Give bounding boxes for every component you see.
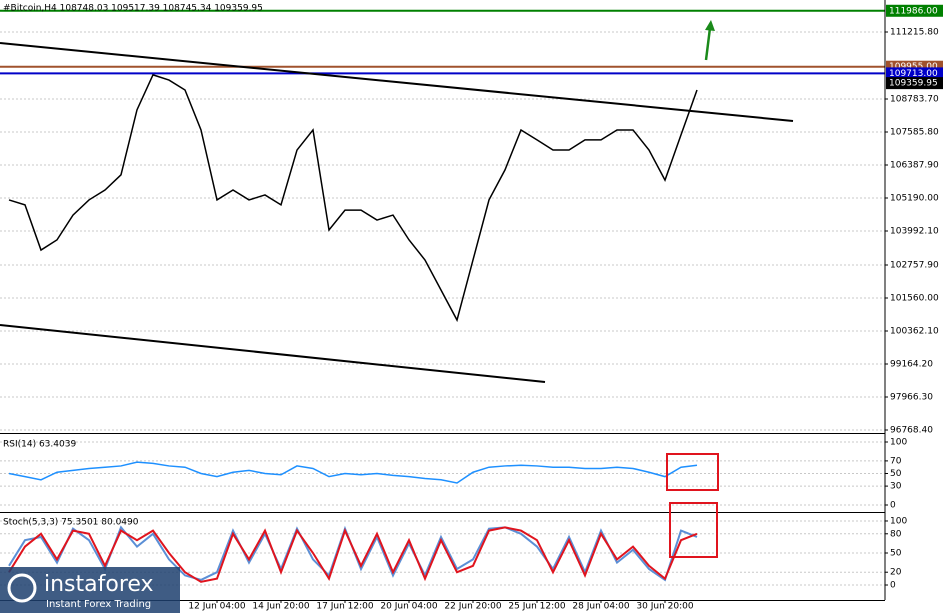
series-line bbox=[8, 526, 698, 583]
y-tick-label: 0 bbox=[890, 581, 896, 591]
logo-box bbox=[0, 567, 180, 613]
y-tick-label: 96768.40 bbox=[890, 425, 933, 435]
y-tick-label: 99164.20 bbox=[890, 359, 933, 369]
x-tick-label: 20 Jun 04:00 bbox=[380, 602, 437, 612]
plot-layer: 111215.80 108783.70 107585.80 106387.90 1051… bbox=[0, 4, 943, 612]
y-tick-label: 20 bbox=[890, 568, 902, 578]
y-tick-label: 80 bbox=[890, 529, 902, 539]
y-tick-label: 30 bbox=[890, 482, 902, 492]
level-label: 109713.00 bbox=[889, 69, 938, 79]
pane-title: #Bitcoin,H4 108748.03 109517.39 108745.3… bbox=[3, 4, 263, 14]
level-label-box bbox=[886, 77, 943, 90]
level-label: 111986.00 bbox=[889, 6, 938, 16]
x-tick-label: 17 Jun 12:00 bbox=[316, 602, 373, 612]
level-label-box bbox=[886, 67, 943, 80]
level-label: 109359.95 bbox=[889, 79, 938, 89]
arrow bbox=[704, 27, 712, 61]
y-tick-label: 100 bbox=[890, 516, 907, 526]
logo-brand: instaforex bbox=[44, 572, 154, 597]
y-tick-label: 101560.00 bbox=[890, 293, 939, 303]
y-tick-label: 105190.00 bbox=[890, 193, 939, 203]
x-tick-label: 25 Jun 12:00 bbox=[508, 602, 565, 612]
x-tick-label: 12 Jun 04:00 bbox=[188, 602, 245, 612]
y-tick-label: 100 bbox=[890, 437, 907, 447]
trend-line bbox=[0, 324, 546, 383]
x-tick-label: 14 Jun 20:00 bbox=[252, 602, 309, 612]
x-tick-label: 22 Jun 20:00 bbox=[444, 602, 501, 612]
level-label: 109955.00 bbox=[889, 62, 938, 72]
y-tick-label: 108783.70 bbox=[890, 94, 939, 104]
series-line bbox=[8, 73, 698, 323]
pane-title: Stoch(5,3,3) 75.3501 80.0490 bbox=[3, 518, 139, 528]
logo-icon bbox=[7, 573, 37, 603]
y-tick-label: 0 bbox=[890, 501, 896, 511]
logo-tagline: Instant Forex Trading bbox=[46, 599, 151, 610]
y-tick-label: 102757.90 bbox=[890, 260, 939, 270]
y-tick-label: 103992.10 bbox=[890, 226, 939, 236]
x-tick-label: 28 Jun 04:00 bbox=[572, 602, 629, 612]
y-tick-label: 107585.80 bbox=[890, 127, 939, 137]
y-tick-label: 70 bbox=[890, 456, 902, 466]
y-tick-label: 106387.90 bbox=[890, 160, 939, 170]
highlight-box bbox=[666, 453, 719, 491]
y-tick-label: 100362.10 bbox=[890, 326, 939, 336]
series-line bbox=[8, 461, 698, 484]
y-tick-label: 97966.30 bbox=[890, 392, 933, 402]
x-tick-label: 30 Jun 20:00 bbox=[636, 602, 693, 612]
arrow-head bbox=[705, 20, 715, 31]
trend-line bbox=[0, 42, 794, 122]
pane-title: RSI(14) 63.4039 bbox=[3, 440, 76, 450]
y-tick-label: 111215.80 bbox=[890, 27, 939, 37]
y-tick-label: 50 bbox=[890, 469, 902, 479]
level-label-box bbox=[886, 4, 943, 17]
y-tick-label: 50 bbox=[890, 548, 902, 558]
highlight-box bbox=[669, 502, 718, 558]
